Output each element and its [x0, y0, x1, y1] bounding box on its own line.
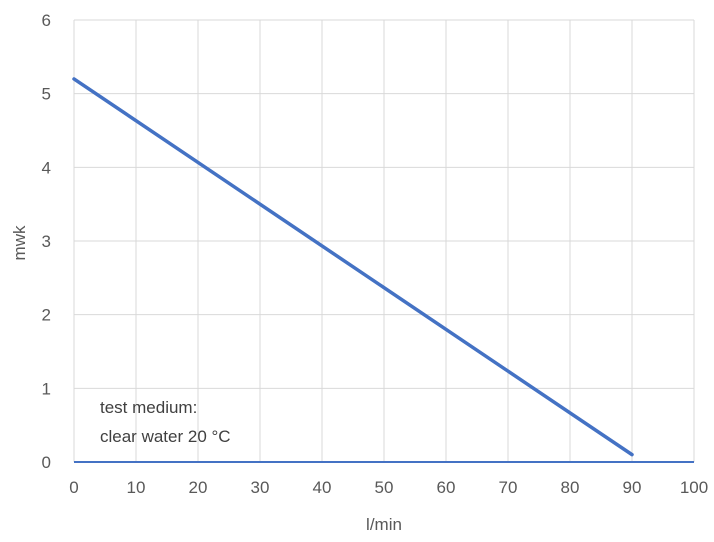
x-tick-label-8: 80: [561, 478, 580, 497]
y-axis-title: mwk: [10, 225, 29, 260]
grid: [73, 19, 695, 463]
annotation-line-2: clear water 20 °C: [100, 427, 231, 446]
x-tick-label-2: 20: [189, 478, 208, 497]
y-tick-label-4: 4: [42, 158, 51, 177]
y-tick-label-6: 6: [42, 11, 51, 30]
x-tick-label-10: 100: [680, 478, 708, 497]
x-tick-label-7: 70: [499, 478, 518, 497]
x-axis-title: l/min: [366, 515, 402, 534]
y-tick-label-5: 5: [42, 85, 51, 104]
y-tick-label-2: 2: [42, 306, 51, 325]
y-tick-labels: 0 1 2 3 4 5 6: [42, 11, 51, 472]
x-tick-label-3: 30: [251, 478, 270, 497]
x-tick-label-1: 10: [127, 478, 146, 497]
y-tick-label-3: 3: [42, 232, 51, 251]
annotation-line-1: test medium:: [100, 398, 197, 417]
y-tick-label-0: 0: [42, 453, 51, 472]
y-tick-label-1: 1: [42, 379, 51, 398]
series-layer: [72, 77, 634, 457]
series-line-0: [72, 77, 634, 457]
x-tick-label-9: 90: [623, 478, 642, 497]
x-tick-label-5: 50: [375, 478, 394, 497]
x-tick-label-0: 0: [69, 478, 78, 497]
x-tick-labels: 0 10 20 30 40 50 60 70 80 90 100: [69, 478, 708, 497]
x-tick-label-4: 40: [313, 478, 332, 497]
x-tick-label-6: 60: [437, 478, 456, 497]
